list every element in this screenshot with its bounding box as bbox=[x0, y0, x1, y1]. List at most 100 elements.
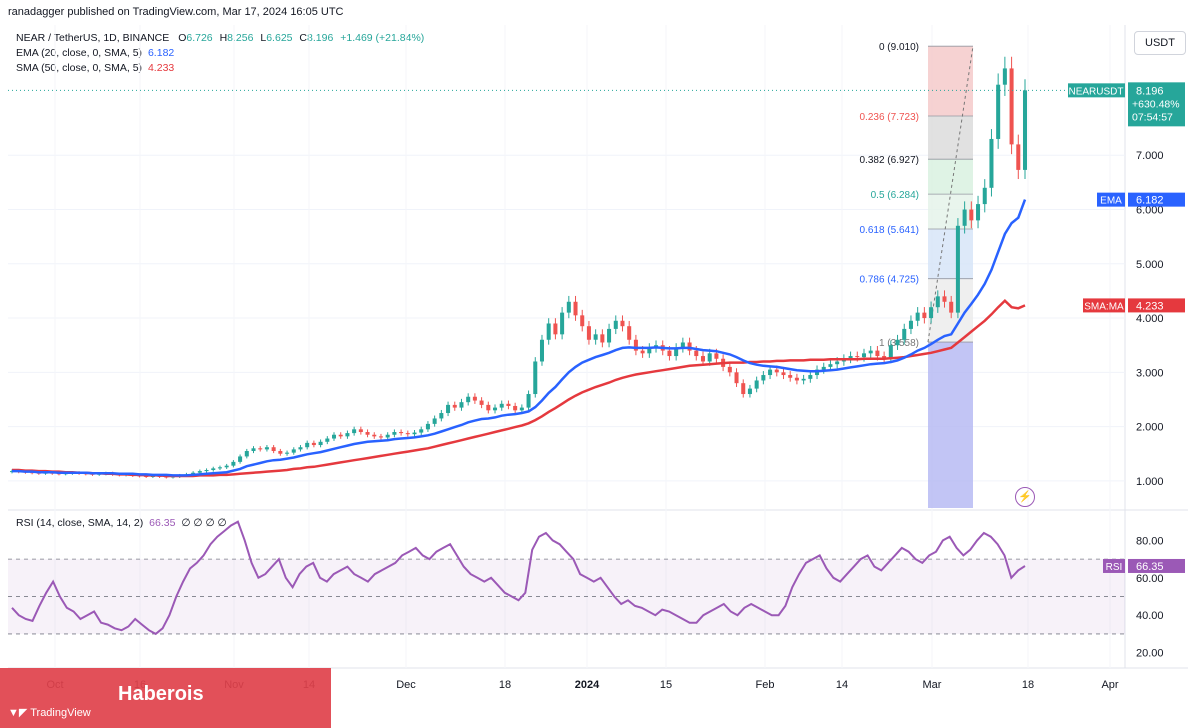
candle-body bbox=[378, 436, 383, 438]
sma-line bbox=[12, 298, 1026, 478]
candle-body bbox=[821, 366, 826, 370]
candle-body bbox=[298, 447, 303, 450]
fib-level-label: 0.382 (6.927) bbox=[860, 155, 920, 166]
close-label: C bbox=[299, 32, 308, 44]
symbol-tag bbox=[1068, 83, 1125, 98]
fib-zone bbox=[928, 116, 973, 160]
rsi-legend-label: RSI (14, close, SMA, 14, 2) bbox=[16, 517, 144, 529]
candle-body bbox=[539, 339, 544, 362]
candle-body bbox=[955, 225, 960, 313]
sma-tag-label: SMA:MA bbox=[1084, 301, 1124, 312]
sma-value: 4.233 bbox=[1136, 300, 1164, 312]
price-tick-label: 7.000 bbox=[1136, 150, 1164, 162]
candle-body bbox=[446, 404, 451, 414]
candle-body bbox=[727, 366, 732, 373]
time-tick-label: 2024 bbox=[575, 679, 600, 691]
candle-body bbox=[1016, 144, 1021, 170]
candle-body bbox=[875, 350, 880, 357]
candle-body bbox=[680, 342, 685, 348]
sma-tag bbox=[1083, 298, 1125, 313]
candle-body bbox=[895, 339, 900, 346]
candle-body bbox=[560, 312, 565, 335]
rsi-tick-label: 40.00 bbox=[1136, 610, 1164, 622]
ema-tag-label: EMA bbox=[1100, 196, 1122, 207]
candle-body bbox=[674, 347, 679, 357]
candle-body bbox=[419, 429, 424, 433]
tradingview-logo: ▼◤ TradingView bbox=[8, 706, 91, 719]
tradingview-logo-text: TradingView bbox=[30, 707, 91, 719]
time-tick-label: 18 bbox=[1022, 679, 1034, 691]
price-tick-label: 1.000 bbox=[1136, 476, 1164, 488]
candle-body bbox=[264, 447, 269, 450]
candle-body bbox=[519, 407, 524, 411]
candle-body bbox=[499, 403, 504, 408]
ema-tag bbox=[1097, 192, 1125, 207]
lightning-icon[interactable]: ⚡ bbox=[1015, 487, 1035, 507]
candle-body bbox=[345, 433, 350, 437]
candle-body bbox=[949, 301, 954, 313]
candle-body bbox=[311, 442, 316, 446]
candle-body bbox=[882, 356, 887, 359]
candle-body bbox=[493, 407, 498, 411]
price-tick-label: 2.000 bbox=[1136, 422, 1164, 434]
time-tick-label: Feb bbox=[756, 679, 775, 691]
price-tick-label: 5.000 bbox=[1136, 259, 1164, 271]
candle-body bbox=[781, 372, 786, 376]
symbol-line: NEAR / TetherUS, 1D, BINANCE bbox=[16, 32, 170, 44]
candle-body bbox=[620, 320, 625, 327]
sma-legend-value: 4.233 bbox=[147, 62, 175, 74]
candle-body bbox=[888, 345, 893, 359]
candle-body bbox=[566, 301, 571, 313]
candle-body bbox=[586, 326, 591, 340]
candle-body bbox=[593, 334, 598, 340]
candle-body bbox=[197, 471, 202, 473]
candle-body bbox=[251, 448, 256, 452]
fib-zone bbox=[928, 159, 973, 195]
candle-body bbox=[801, 378, 806, 381]
candle-body bbox=[707, 353, 712, 362]
candle-body bbox=[526, 394, 531, 408]
currency-button[interactable]: USDT bbox=[1134, 31, 1186, 55]
candle-body bbox=[902, 328, 907, 340]
candle-body bbox=[969, 209, 974, 221]
fib-level-label: 0.618 (5.641) bbox=[860, 225, 920, 236]
candle-body bbox=[694, 350, 699, 357]
candle-body bbox=[285, 452, 290, 454]
candle-body bbox=[546, 323, 551, 340]
candle-body bbox=[244, 451, 249, 457]
rsi-legend-extra: ∅ ∅ ∅ ∅ bbox=[181, 517, 227, 529]
candle-body bbox=[647, 347, 652, 354]
ema-legend-label: EMA (20, close, 0, SMA, 5) bbox=[16, 47, 143, 59]
candle-body bbox=[794, 377, 799, 381]
candle-body bbox=[325, 438, 330, 442]
candle-body bbox=[768, 369, 773, 376]
price-tick-label: 3.000 bbox=[1136, 367, 1164, 379]
rsi-legend: RSI (14, close, SMA, 14, 2) 66.35 ∅ ∅ ∅ … bbox=[16, 517, 227, 529]
candle-body bbox=[835, 361, 840, 365]
candle-body bbox=[989, 138, 994, 188]
price-tick-label: 6.000 bbox=[1136, 205, 1164, 217]
candle-body bbox=[412, 432, 417, 435]
candle-body bbox=[848, 356, 853, 359]
candle-body bbox=[513, 405, 518, 411]
candle-body bbox=[459, 402, 464, 408]
time-tick-label: Dec bbox=[396, 679, 416, 691]
rsi-value-tag bbox=[1128, 558, 1185, 573]
candle-body bbox=[667, 350, 672, 357]
last-price-value: 8.196 bbox=[1136, 85, 1164, 97]
candle-body bbox=[405, 433, 410, 435]
candle-body bbox=[754, 380, 759, 389]
candle-body bbox=[687, 342, 692, 351]
candle-body bbox=[533, 361, 538, 395]
time-tick-label: 14 bbox=[836, 679, 848, 691]
candle-body bbox=[929, 307, 934, 319]
candle-body bbox=[613, 320, 618, 329]
fib-level-label: 0.236 (7.723) bbox=[860, 112, 920, 123]
candle-body bbox=[258, 448, 263, 450]
time-tick-label: Mar bbox=[923, 679, 942, 691]
symbol-tag-label: NEARUSDT bbox=[1068, 86, 1123, 97]
rsi-tag-label: RSI bbox=[1106, 562, 1123, 573]
close-value: 8.196 bbox=[307, 32, 334, 44]
rsi-tick-label: 60.00 bbox=[1136, 573, 1164, 585]
